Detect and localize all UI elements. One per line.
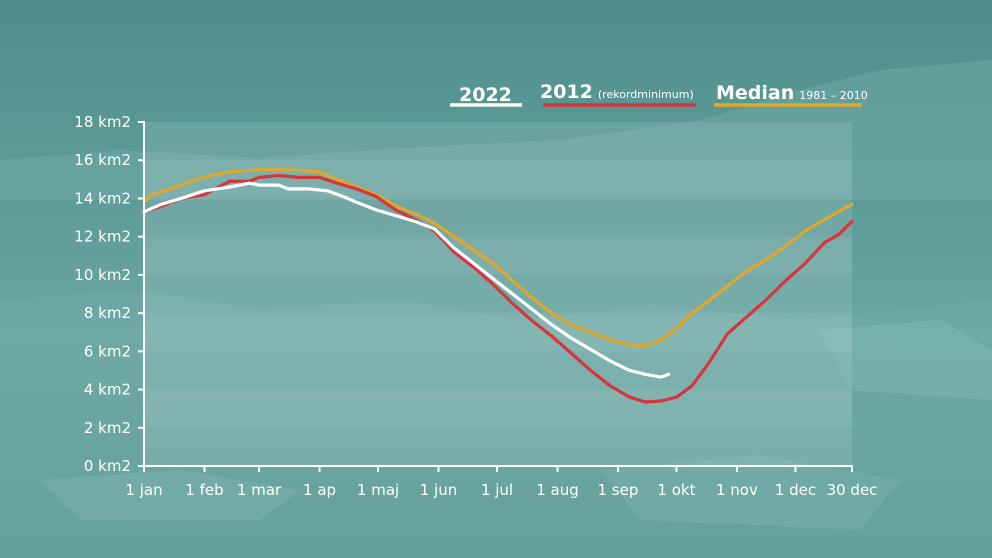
plot-band <box>144 160 852 199</box>
plot-band <box>144 313 852 352</box>
x-tick-label: 1 sep <box>598 481 639 499</box>
y-tick-label: 8 km2 <box>84 304 131 322</box>
y-tick-label: 0 km2 <box>84 457 131 475</box>
legend-entry-2012: 2012 (rekordminimum) <box>540 81 696 107</box>
y-tick-label: 6 km2 <box>84 342 131 360</box>
x-tick-label: 1 okt <box>657 481 695 499</box>
plot-band <box>144 122 852 161</box>
x-tick-label: 30 dec <box>827 481 878 499</box>
x-tick-label: 1 aug <box>536 481 579 499</box>
legend: 2022 2012 (rekordminimum) Median 1981 – 20… <box>450 81 868 107</box>
series-lines <box>142 168 854 404</box>
legend-entry-2022: 2022 <box>450 84 522 107</box>
y-tick-label: 4 km2 <box>84 381 131 399</box>
series-line-2012 <box>142 173 854 404</box>
series-line-2022 <box>142 181 671 379</box>
y-tick-label: 10 km2 <box>74 266 131 284</box>
x-tick-label: 1 jun <box>420 481 458 499</box>
x-tick-label: 1 dec <box>775 481 816 499</box>
y-tick-label: 16 km2 <box>74 151 131 169</box>
x-ticks: 1 jan 1 feb 1 mar 1 ap 1 maj 1 jun 1 jul 1 aug 1… <box>125 466 877 499</box>
x-tick-label: 1 nov <box>716 481 758 499</box>
plot-band <box>144 198 852 237</box>
plot-band <box>144 389 852 428</box>
plot-band <box>144 427 852 466</box>
x-tick-label: 1 ap <box>303 481 336 499</box>
series-line-median <box>142 168 854 348</box>
legend-name-median: Median <box>716 82 794 104</box>
legend-subtitle-2012: (rekordminimum) <box>598 88 694 101</box>
legend-subtitle-median: 1981 – 2010 <box>799 89 867 102</box>
x-tick-label: 1 jul <box>481 481 513 499</box>
y-tick-label: 18 km2 <box>74 113 131 131</box>
y-tick-label: 14 km2 <box>74 189 131 207</box>
y-tick-label: 12 km2 <box>74 228 131 246</box>
y-ticks: 0 km2 2 km2 4 km2 6 km2 8 km2 10 km2 12 km2 14 … <box>74 113 144 475</box>
legend-label-median: Median 1981 – 2010 <box>716 82 868 104</box>
legend-name-2012: 2012 <box>540 81 593 103</box>
y-tick-label: 2 km2 <box>84 419 131 437</box>
x-tick-label: 1 mar <box>237 481 282 499</box>
x-tick-label: 1 maj <box>357 481 399 499</box>
x-tick-label: 1 jan <box>125 481 162 499</box>
plot-band <box>144 351 852 390</box>
x-tick-label: 1 feb <box>185 481 223 499</box>
plot-bands <box>144 122 852 466</box>
legend-entry-median: Median 1981 – 2010 <box>714 82 868 107</box>
legend-label-2012: 2012 (rekordminimum) <box>540 81 694 103</box>
legend-label-2022: 2022 <box>459 84 512 106</box>
